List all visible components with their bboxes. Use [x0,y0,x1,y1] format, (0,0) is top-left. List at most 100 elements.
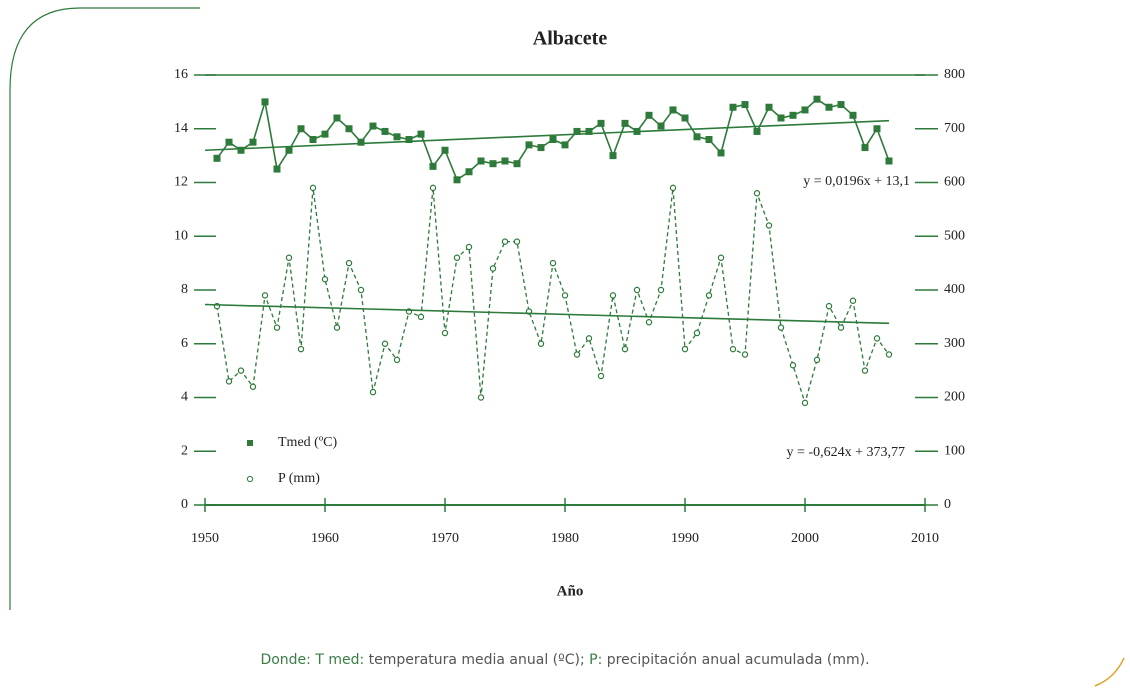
point [597,119,605,127]
point [585,335,593,342]
point [597,372,605,380]
y2-tick-label: 300 [944,336,965,351]
point [681,345,689,353]
point [741,351,749,358]
point [321,130,329,138]
point [861,144,869,152]
point [753,127,761,135]
point [741,101,749,109]
point [573,351,581,358]
point [645,319,653,326]
point [573,127,581,135]
legend-label: P (mm) [278,471,320,486]
point [801,399,809,407]
point [885,351,893,358]
point [705,136,713,143]
point [669,184,677,192]
point [849,111,857,119]
point [705,292,713,299]
point [789,111,797,119]
y2-tick-label: 400 [944,282,965,297]
caption: Donde: T med: temperatura media anual (º… [0,652,1130,668]
point [405,136,413,143]
point [249,383,257,390]
y-tick-label: 8 [181,282,188,297]
y2-tick-label: 700 [944,121,965,136]
y2-tick-label: 0 [944,497,951,512]
point [765,222,773,229]
point [477,394,485,401]
corner-curve [1094,657,1125,687]
point [489,265,497,272]
point [501,238,509,245]
legend-label: Tmed (ºC) [278,435,337,450]
point [513,238,521,245]
caption-text: precipitación anual acumulada (mm). [606,652,870,668]
caption-key: P: [589,652,603,668]
point [237,367,245,374]
point [369,388,377,396]
trendline [204,303,890,325]
point [489,160,497,168]
y2-tick-label: 600 [944,175,965,190]
point [393,356,401,364]
x-tick-label: 1950 [191,531,219,546]
point [693,329,701,337]
caption-key: T med: [315,652,365,668]
caption-text: temperatura media anual (ºC); [368,652,585,668]
x-tick-label: 1970 [431,531,459,546]
point [657,122,665,130]
trendline [204,119,890,152]
point [645,111,653,119]
point [417,313,425,321]
x-tick-label: 2000 [791,531,819,546]
point [621,345,629,353]
point [693,133,701,141]
y-tick-label: 0 [181,497,188,512]
point [417,130,425,138]
point [345,259,353,267]
frame [9,7,200,610]
point [357,286,365,294]
point [717,149,725,157]
point [465,168,473,176]
y2-tick-label: 800 [944,67,965,82]
series-line [216,187,890,406]
point [825,103,833,111]
point [825,302,833,310]
y2-tick-label: 200 [944,390,965,405]
point [369,122,377,130]
point [621,119,629,127]
point [501,157,509,165]
point [381,127,389,135]
point [537,144,545,152]
point [273,324,281,331]
point [765,103,773,111]
point [453,176,461,184]
point [393,133,401,141]
point [333,324,341,331]
point [261,292,269,299]
point [549,259,557,267]
point [381,340,389,347]
point [345,125,353,133]
point [285,146,293,154]
point [789,362,797,369]
point [285,254,293,261]
point [261,98,269,106]
point [813,356,821,364]
point [717,254,725,261]
x-axis-title: Año [557,583,584,599]
y-tick-label: 12 [174,175,188,190]
point [681,114,689,122]
caption-key: Donde: [260,652,311,668]
point [441,146,449,154]
y-tick-label: 14 [174,121,188,136]
x-tick-label: 1980 [551,531,579,546]
decoration [1094,657,1125,687]
point [609,292,617,299]
point [657,286,665,294]
point [429,184,437,192]
y-tick-label: 6 [181,336,188,351]
x-tick-label: 2010 [911,531,939,546]
